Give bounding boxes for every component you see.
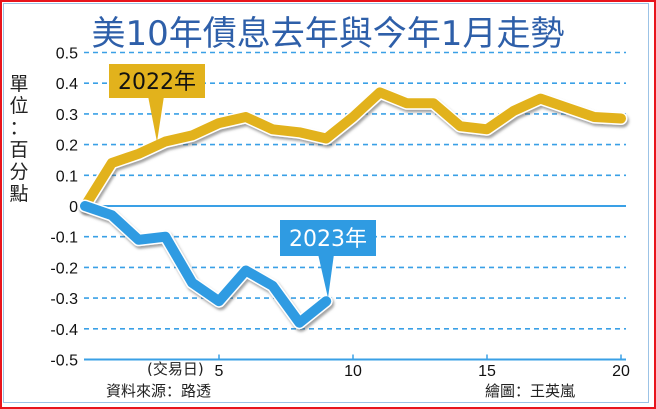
- credit-note: 繪圖：王英嵐: [485, 382, 576, 400]
- callout-2023-label: 2023年: [289, 227, 367, 252]
- x-tick-label: 15: [478, 363, 496, 380]
- y-tick-label: 0.4: [56, 76, 78, 93]
- x-axis-ticks: 5 10 15 20: [215, 354, 630, 380]
- y-tick-label: -0.5: [50, 353, 78, 370]
- callout-2022-label: 2022年: [118, 70, 196, 95]
- x-tick-label: 20: [612, 363, 630, 380]
- callout-2022: 2022年: [109, 64, 205, 142]
- series-outline: [78, 85, 628, 213]
- y-tick-label: 0.5: [56, 46, 78, 63]
- series-line-2023年: [80, 201, 332, 328]
- inner-frame: [3, 3, 649, 403]
- y-label-char: 單: [9, 73, 29, 95]
- x-tick-label: 10: [344, 363, 362, 380]
- y-tick-label: 0: [69, 199, 78, 216]
- y-label-char: 百: [9, 139, 29, 161]
- callout-2023: 2023年: [280, 220, 376, 298]
- y-label-char: 位: [9, 95, 29, 117]
- series-callouts: 2022年 2023年: [109, 64, 376, 298]
- y-axis-label: 單 位 ： 百 分 點: [9, 73, 29, 205]
- y-tick-label: -0.3: [50, 291, 78, 308]
- chart-title: 美10年債息去年與今年1月走勢: [91, 14, 565, 54]
- x-tick-label: 5: [215, 363, 224, 380]
- y-tick-label: -0.1: [50, 230, 78, 247]
- series-line-2022年: [80, 87, 626, 211]
- y-tick-label: 0.1: [56, 168, 78, 185]
- x-axis-label: (交易日): [147, 360, 204, 378]
- y-tick-label: -0.2: [50, 260, 78, 277]
- y-axis-ticks: 0.5 0.4 0.3 0.2 0.1 0 -0.1 -0.2 -0.3 -0.4 -0.5: [50, 46, 78, 370]
- y-label-char: ：: [9, 117, 29, 139]
- y-tick-label: 0.3: [56, 107, 78, 124]
- y-tick-label: -0.4: [50, 322, 78, 339]
- source-note: 資料來源：路透: [106, 382, 212, 400]
- y-label-char: 分: [9, 161, 29, 183]
- series-lines: [78, 85, 628, 330]
- y-tick-label: 0.2: [56, 138, 78, 155]
- y-label-char: 點: [9, 183, 29, 205]
